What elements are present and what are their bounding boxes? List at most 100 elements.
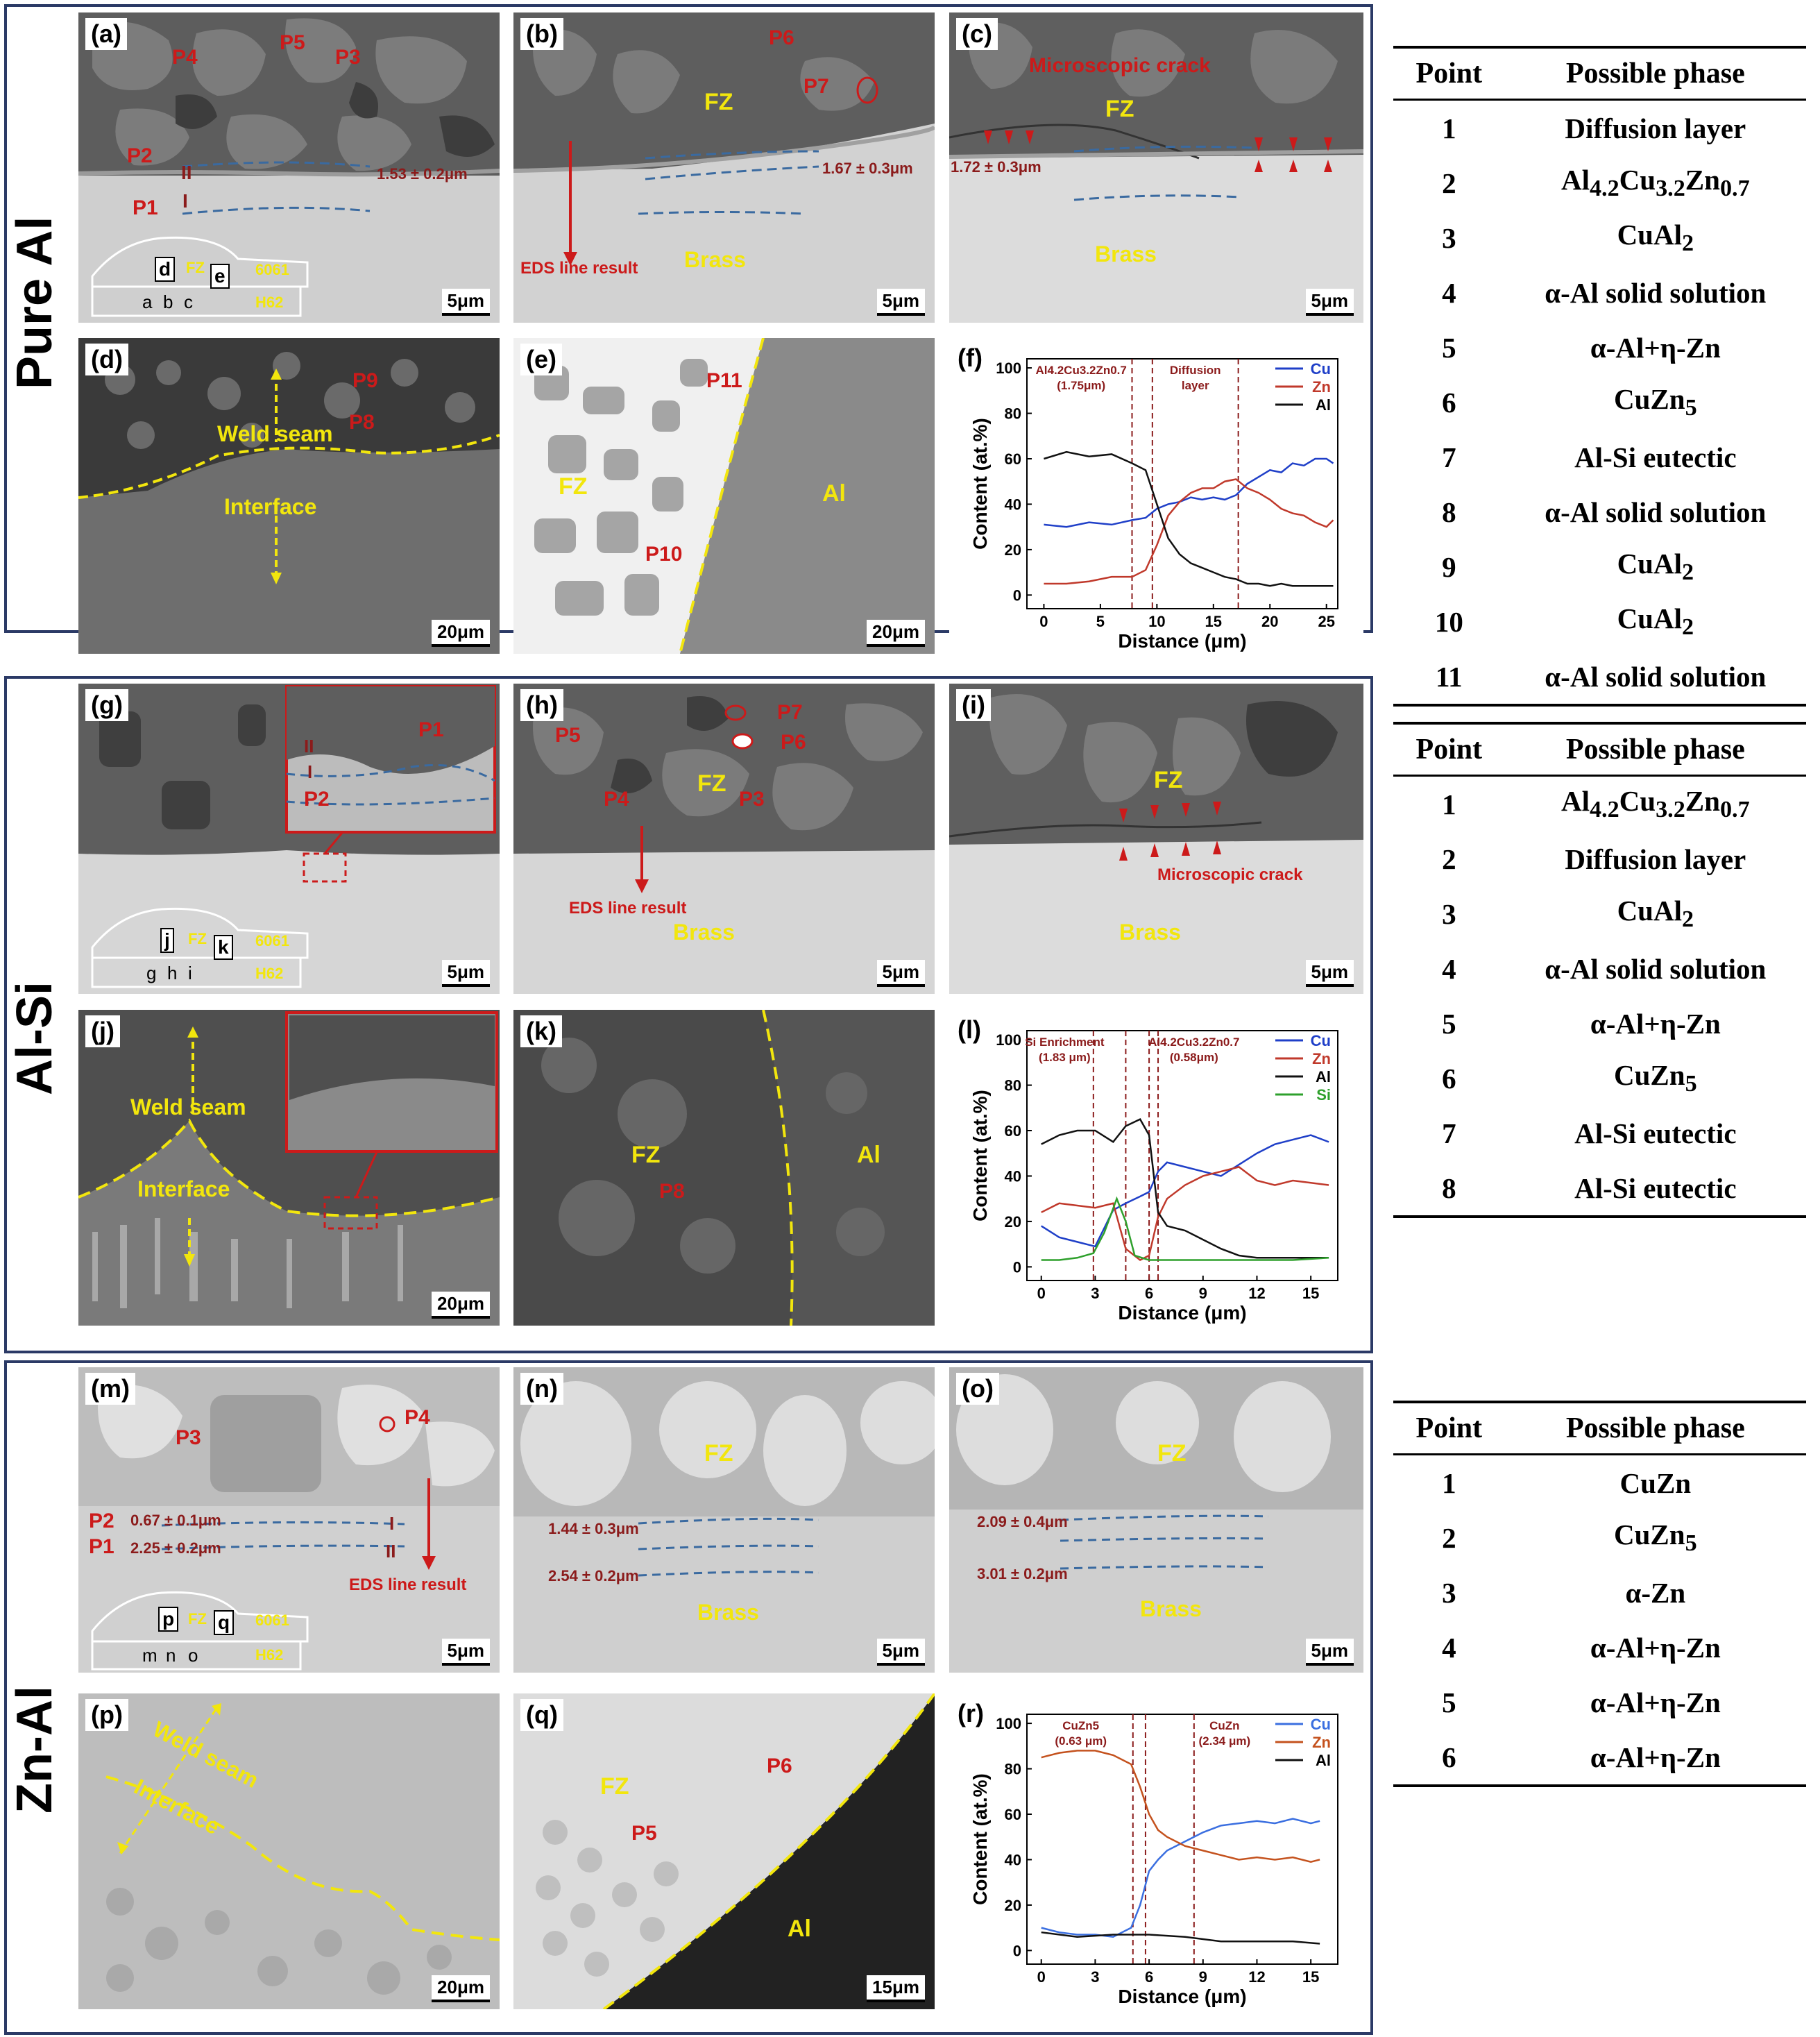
sem-image-k bbox=[513, 1010, 935, 1326]
panel-label: (i) bbox=[956, 689, 991, 721]
phase-cell: CuAl2 bbox=[1617, 602, 1694, 641]
panel-label: (l) bbox=[952, 1014, 987, 1046]
y-tick-label: 60 bbox=[1005, 450, 1021, 468]
scale-bar: 5μm bbox=[1305, 289, 1354, 316]
table-row: 5 α-Al+η-Zn bbox=[1393, 320, 1806, 375]
table-row: 10 CuAl2 bbox=[1393, 594, 1806, 649]
panel-label: (j) bbox=[85, 1015, 120, 1047]
legend-label: Cu bbox=[1311, 1032, 1331, 1049]
schematic-i: i bbox=[188, 963, 192, 983]
table-row: 6 CuZn5 bbox=[1393, 375, 1806, 430]
scale-bar: 15μm bbox=[867, 1975, 925, 2002]
table-row: 2 Al4.2Cu3.2Zn0.7 bbox=[1393, 155, 1806, 210]
panel-o: (o) FZ 2.09 ± 0.4μm 3.01 ± 0.2μm Brass 5… bbox=[949, 1367, 1363, 1673]
x-axis-label: Distance (μm) bbox=[1118, 630, 1246, 652]
label-fz: FZ bbox=[697, 770, 726, 797]
label-fz: FZ bbox=[631, 1142, 661, 1168]
legend-label: Zn bbox=[1312, 378, 1331, 396]
panel-label: (o) bbox=[956, 1373, 999, 1405]
sem-image-h bbox=[513, 684, 935, 994]
phase-cell: α-Al+η-Zn bbox=[1590, 331, 1721, 364]
crack-label: Microscopic crack bbox=[1029, 54, 1211, 77]
point-p3: P3 bbox=[176, 1426, 201, 1449]
point-p1: P1 bbox=[418, 718, 444, 741]
label-fz: FZ bbox=[1157, 1440, 1187, 1467]
series-line-cu bbox=[1044, 457, 1334, 528]
y-tick-label: 100 bbox=[996, 360, 1021, 377]
x-tick-label: 3 bbox=[1091, 1968, 1099, 1986]
thickness-label: 1.53 ± 0.2μm bbox=[377, 165, 468, 183]
point-cell: 3 bbox=[1442, 1576, 1456, 1609]
phase-cell: α-Al+η-Zn bbox=[1590, 1007, 1721, 1040]
sem-image-o bbox=[949, 1367, 1363, 1673]
header-point: Point bbox=[1415, 1412, 1483, 1444]
panel-j: (j) Weld seam Interface 20μm bbox=[78, 1010, 500, 1326]
x-tick-label: 15 bbox=[1205, 613, 1222, 630]
phase-cell: Al-Si eutectic bbox=[1574, 1117, 1737, 1149]
legend-label: Cu bbox=[1311, 1716, 1331, 1733]
series-line-al bbox=[1041, 1118, 1329, 1259]
sem-image-g bbox=[78, 684, 500, 994]
sem-image-a bbox=[78, 12, 500, 323]
phase-cell: Diffusion layer bbox=[1565, 843, 1746, 875]
table-row: 7 Al-Si eutectic bbox=[1393, 430, 1806, 484]
point-cell: 5 bbox=[1442, 331, 1456, 364]
panel-a: (a) P4 P5 P3 P2 P1 II I 1.53 ± 0.2μm d e… bbox=[78, 12, 500, 323]
point-cell: 2 bbox=[1442, 1521, 1456, 1554]
point-p4: P4 bbox=[604, 788, 629, 811]
scale-bar: 20μm bbox=[432, 620, 490, 647]
phase-cell: CuZn5 bbox=[1614, 1519, 1697, 1557]
label-fz: FZ bbox=[704, 1440, 733, 1467]
point-p5: P5 bbox=[280, 31, 305, 54]
table-row: 1 Al4.2Cu3.2Zn0.7 bbox=[1393, 776, 1806, 832]
table-row: 11 α-Al solid solution bbox=[1393, 649, 1806, 705]
panel-r: 0 20 40 60 80 100 0 3 6 9 12 15 Distance (μm) Content… bbox=[949, 1693, 1363, 2009]
scale-bar: 5μm bbox=[441, 960, 490, 987]
panel-label: (f) bbox=[952, 342, 988, 374]
phase-cell: α-Zn bbox=[1625, 1576, 1686, 1609]
panel-label: (a) bbox=[85, 18, 127, 50]
legend-label: Si bbox=[1316, 1086, 1331, 1104]
scale-bar: 5μm bbox=[876, 289, 925, 316]
label-brass: Brass bbox=[697, 1600, 759, 1625]
label-fz: FZ bbox=[559, 473, 588, 500]
panel-b: (b) P6 P7 FZ 1.67 ± 0.3μm EDS line resul… bbox=[513, 12, 935, 323]
point-cell: 6 bbox=[1442, 1062, 1456, 1094]
schematic-m: m bbox=[142, 1645, 158, 1666]
annotation-label: CuZn5 bbox=[1062, 1719, 1099, 1732]
point-cell: 7 bbox=[1442, 1117, 1456, 1149]
annotation-label: Si Enrichment bbox=[1025, 1036, 1105, 1049]
panel-c: (c) Microscopic crack FZ 1.72 ± 0.3μm Br… bbox=[949, 12, 1363, 323]
schematic-fz: FZ bbox=[188, 1610, 207, 1628]
point-p5: P5 bbox=[631, 1822, 657, 1845]
sem-image-n bbox=[513, 1367, 935, 1673]
table-row: 5 α-Al+η-Zn bbox=[1393, 1675, 1806, 1730]
label-brass: Brass bbox=[673, 920, 735, 945]
thickness-label-2: 3.01 ± 0.2μm bbox=[977, 1565, 1068, 1582]
label-fz: FZ bbox=[1105, 96, 1134, 122]
label-fz: FZ bbox=[704, 89, 733, 115]
label-weld-seam: Weld seam bbox=[130, 1094, 246, 1119]
x-tick-label: 5 bbox=[1096, 613, 1105, 630]
table-row: 2 Diffusion layer bbox=[1393, 831, 1806, 886]
point-p8: P8 bbox=[659, 1180, 685, 1203]
point-cell: 4 bbox=[1442, 276, 1456, 309]
y-tick-label: 20 bbox=[1005, 1897, 1021, 1914]
annotation-label: layer bbox=[1182, 379, 1209, 392]
chart-f-svg: 0 20 40 60 80 100 0 5 10 15 20 25 Distance (μm) Conte… bbox=[969, 358, 1338, 652]
thickness-label: 1.67 ± 0.3μm bbox=[822, 160, 913, 177]
table-row: 8 α-Al solid solution bbox=[1393, 484, 1806, 539]
x-axis-label: Distance (μm) bbox=[1118, 1302, 1246, 1324]
point-cell: 8 bbox=[1442, 1172, 1456, 1204]
header-phase: Possible phase bbox=[1565, 58, 1745, 90]
row-label-zn-al: Zn-Al bbox=[7, 1686, 62, 1814]
point-p6: P6 bbox=[767, 1755, 792, 1777]
point-p4: P4 bbox=[405, 1406, 430, 1429]
phase-cell: α-Al solid solution bbox=[1545, 276, 1767, 309]
phase-cell: Al-Si eutectic bbox=[1574, 441, 1737, 473]
point-p10: P10 bbox=[645, 543, 683, 566]
scale-bar: 5μm bbox=[876, 1639, 925, 1666]
point-cell: 1 bbox=[1442, 788, 1456, 820]
point-cell: 1 bbox=[1442, 112, 1456, 144]
y-axis-label: Content (at.%) bbox=[969, 1090, 991, 1222]
